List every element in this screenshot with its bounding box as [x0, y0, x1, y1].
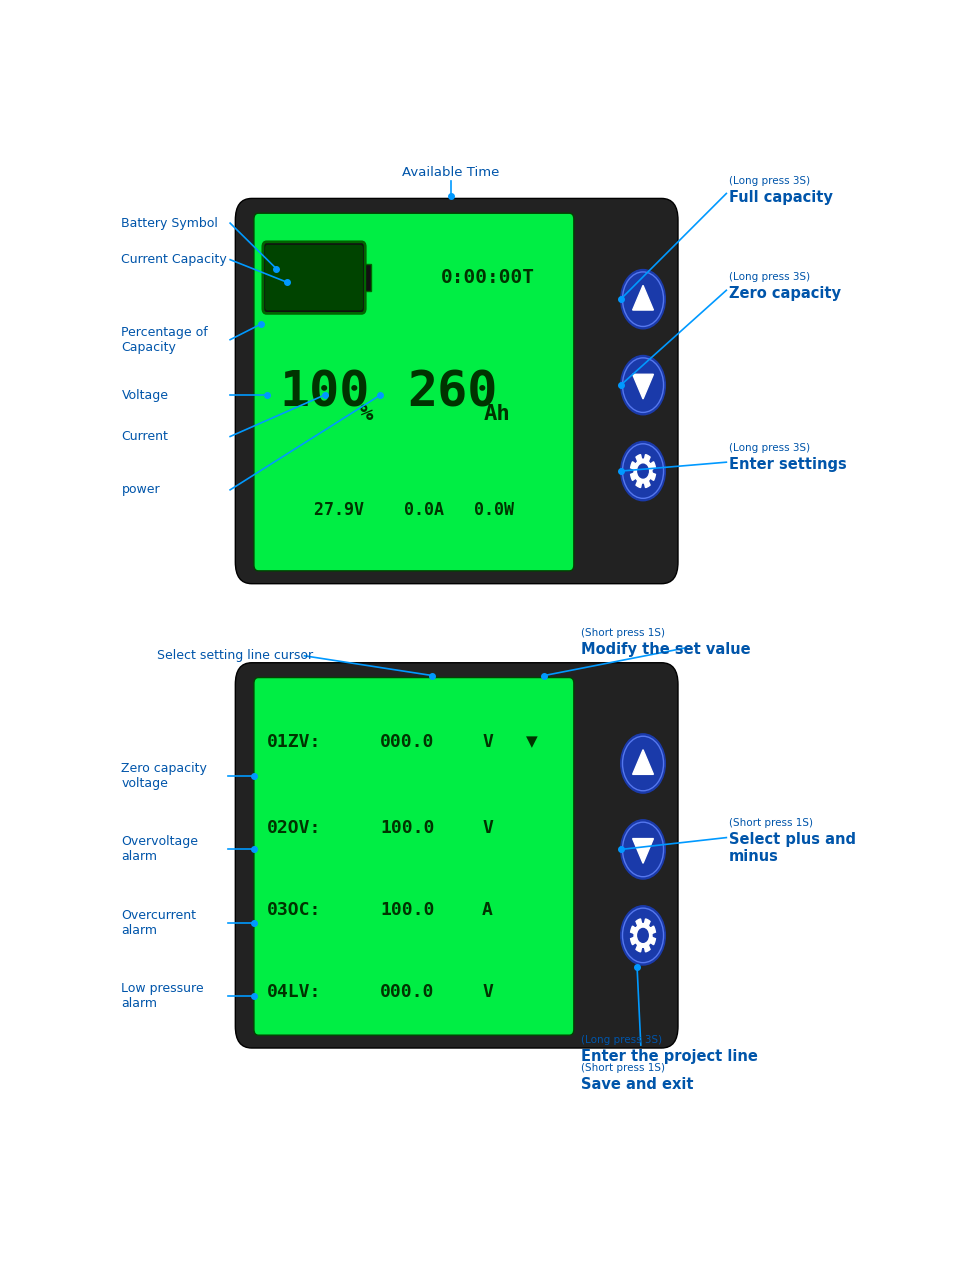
Text: ▼: ▼	[526, 734, 539, 749]
Text: Select setting line cursor: Select setting line cursor	[157, 649, 313, 662]
Text: (Short press 1S): (Short press 1S)	[729, 817, 812, 828]
Text: 260: 260	[407, 368, 497, 416]
Text: 01ZV:: 01ZV:	[267, 733, 321, 751]
Circle shape	[621, 269, 665, 328]
Text: Enter settings: Enter settings	[729, 457, 847, 472]
Text: Modify the set value: Modify the set value	[581, 642, 751, 657]
Text: (Long press 3S): (Long press 3S)	[729, 444, 809, 453]
Text: Available Time: Available Time	[402, 166, 500, 178]
Text: (Short press 1S): (Short press 1S)	[581, 1062, 665, 1073]
Text: Zero capacity: Zero capacity	[729, 286, 841, 302]
Text: power: power	[122, 484, 160, 497]
Text: V: V	[482, 983, 492, 1001]
Text: Current: Current	[122, 430, 168, 443]
Circle shape	[621, 441, 665, 500]
Circle shape	[637, 929, 648, 942]
FancyBboxPatch shape	[235, 199, 678, 584]
FancyBboxPatch shape	[235, 663, 678, 1048]
Text: 100: 100	[279, 368, 370, 416]
Text: (Short press 1S): (Short press 1S)	[581, 629, 665, 638]
Text: Full capacity: Full capacity	[729, 190, 832, 204]
Text: Voltage: Voltage	[122, 389, 169, 402]
Text: V: V	[482, 819, 492, 837]
Text: Overcurrent
alarm: Overcurrent alarm	[122, 908, 197, 937]
FancyBboxPatch shape	[263, 241, 365, 313]
Polygon shape	[633, 749, 654, 775]
Polygon shape	[633, 285, 654, 310]
Bar	[365, 264, 371, 291]
Circle shape	[621, 906, 665, 965]
Text: Save and exit: Save and exit	[581, 1076, 694, 1092]
Polygon shape	[633, 375, 654, 399]
Text: (Long press 3S): (Long press 3S)	[729, 176, 809, 186]
Polygon shape	[633, 839, 654, 863]
Text: (Long press 3S): (Long press 3S)	[729, 272, 809, 282]
Circle shape	[637, 464, 648, 479]
FancyBboxPatch shape	[265, 245, 363, 310]
Text: Overvoltage
alarm: Overvoltage alarm	[122, 835, 199, 863]
Text: A: A	[482, 901, 492, 919]
Text: Enter the project line: Enter the project line	[581, 1049, 758, 1064]
Text: 100.0: 100.0	[380, 819, 435, 837]
Text: 03OC:: 03OC:	[267, 901, 321, 919]
Text: V: V	[482, 733, 492, 751]
Text: Battery Symbol: Battery Symbol	[122, 217, 218, 230]
Text: Percentage of
Capacity: Percentage of Capacity	[122, 326, 208, 354]
FancyBboxPatch shape	[253, 677, 574, 1035]
Polygon shape	[631, 919, 656, 952]
Text: Low pressure
alarm: Low pressure alarm	[122, 981, 204, 1010]
Text: Ah: Ah	[484, 404, 511, 423]
Text: %: %	[359, 404, 372, 423]
Text: (Long press 3S): (Long press 3S)	[581, 1035, 662, 1046]
FancyBboxPatch shape	[253, 213, 574, 571]
Text: 0:00:00T: 0:00:00T	[441, 268, 535, 287]
Text: 04LV:: 04LV:	[267, 983, 321, 1001]
Text: 100.0: 100.0	[380, 901, 435, 919]
Circle shape	[621, 355, 665, 414]
Text: 27.9V    0.0A   0.0W: 27.9V 0.0A 0.0W	[314, 502, 514, 520]
Circle shape	[621, 734, 665, 793]
Text: Zero capacity
voltage: Zero capacity voltage	[122, 762, 207, 790]
Polygon shape	[631, 454, 656, 488]
Text: 000.0: 000.0	[380, 733, 435, 751]
Text: Select plus and
minus: Select plus and minus	[729, 831, 855, 863]
Text: Current Capacity: Current Capacity	[122, 253, 228, 266]
Text: 000.0: 000.0	[380, 983, 435, 1001]
Text: 02OV:: 02OV:	[267, 819, 321, 837]
Circle shape	[621, 820, 665, 879]
